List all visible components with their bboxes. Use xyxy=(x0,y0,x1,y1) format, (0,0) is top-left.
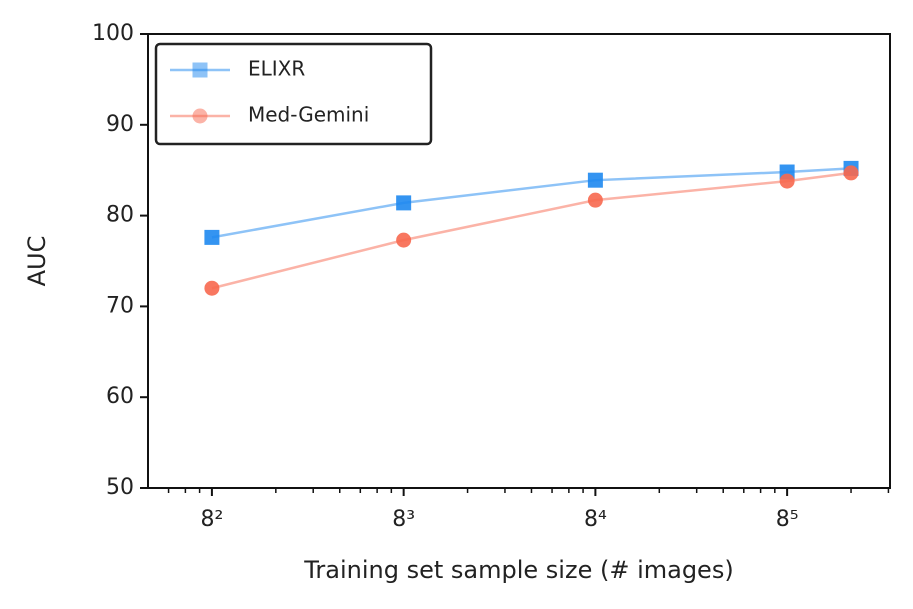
y-tick-label: 80 xyxy=(106,203,134,228)
legend-marker xyxy=(192,62,208,78)
data-point xyxy=(396,195,412,211)
x-tick-label: 8² xyxy=(200,507,223,532)
x-tick-label: 8⁴ xyxy=(584,507,607,532)
data-point xyxy=(587,192,603,208)
x-axis-label: Training set sample size (# images) xyxy=(303,556,733,584)
data-point xyxy=(396,232,412,248)
data-point xyxy=(204,229,220,245)
data-point xyxy=(204,280,220,296)
x-tick-label: 8³ xyxy=(392,507,415,532)
y-tick-label: 90 xyxy=(106,112,134,137)
legend-marker xyxy=(192,108,208,124)
y-tick-label: 100 xyxy=(92,21,134,46)
plot-frame xyxy=(147,33,891,489)
x-tick-label: 8⁵ xyxy=(776,507,799,532)
series-line xyxy=(211,171,852,290)
data-point xyxy=(587,172,603,188)
data-point xyxy=(843,165,859,181)
data-point xyxy=(779,173,795,189)
y-tick-label: 50 xyxy=(106,475,134,500)
y-tick-label: 60 xyxy=(106,384,134,409)
legend-label: Med-Gemini xyxy=(248,103,369,127)
legend-label: ELIXR xyxy=(248,57,305,81)
y-axis-label: AUC xyxy=(23,236,51,287)
y-tick-label: 70 xyxy=(106,293,134,318)
series-line xyxy=(211,167,852,239)
